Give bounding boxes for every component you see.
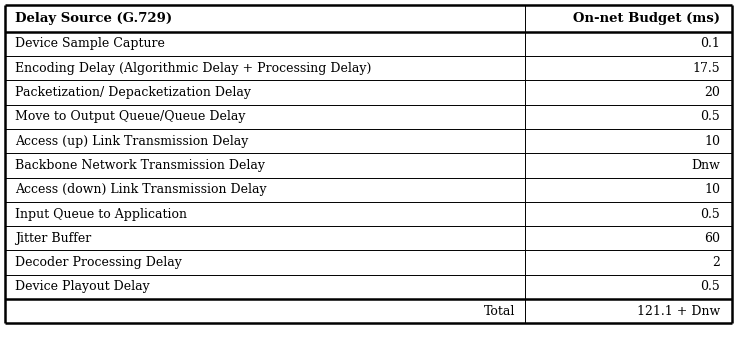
Text: Dnw: Dnw [691,159,720,172]
Text: 10: 10 [704,183,720,196]
Text: 17.5: 17.5 [692,62,720,75]
Text: 10: 10 [704,135,720,148]
Text: Packetization/ Depacketization Delay: Packetization/ Depacketization Delay [15,86,251,99]
Text: Jitter Buffer: Jitter Buffer [15,232,91,245]
Text: Encoding Delay (Algorithmic Delay + Processing Delay): Encoding Delay (Algorithmic Delay + Proc… [15,62,371,75]
Text: 0.5: 0.5 [700,207,720,221]
Text: Move to Output Queue/Queue Delay: Move to Output Queue/Queue Delay [15,110,245,123]
Text: 20: 20 [704,86,720,99]
Text: 0.5: 0.5 [700,110,720,123]
Text: Decoder Processing Delay: Decoder Processing Delay [15,256,182,269]
Text: Backbone Network Transmission Delay: Backbone Network Transmission Delay [15,159,265,172]
Text: Access (down) Link Transmission Delay: Access (down) Link Transmission Delay [15,183,267,196]
Text: Total: Total [483,305,515,318]
Text: Device Sample Capture: Device Sample Capture [15,38,165,51]
Text: 121.1 + Dnw: 121.1 + Dnw [637,305,720,318]
Text: 2: 2 [712,256,720,269]
Text: On-net Budget (ms): On-net Budget (ms) [573,12,720,25]
Text: 0.1: 0.1 [700,38,720,51]
Text: Delay Source (G.729): Delay Source (G.729) [15,12,172,25]
Text: Input Queue to Application: Input Queue to Application [15,207,187,221]
Text: 0.5: 0.5 [700,280,720,293]
Text: 60: 60 [704,232,720,245]
Text: Access (up) Link Transmission Delay: Access (up) Link Transmission Delay [15,135,248,148]
Text: Device Playout Delay: Device Playout Delay [15,280,150,293]
